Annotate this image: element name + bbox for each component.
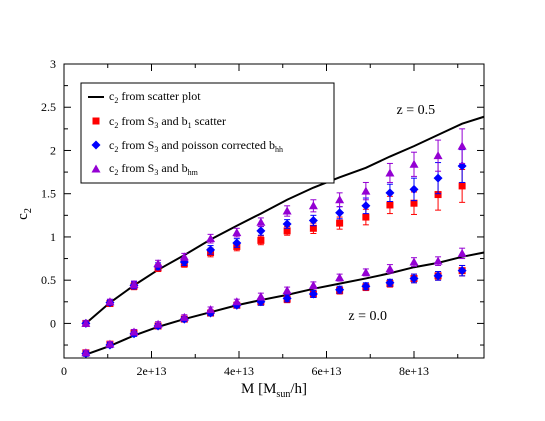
data-point-bias1 (434, 191, 442, 199)
data-point-bhm (385, 264, 395, 273)
y-tick-label: 2.5 (41, 100, 56, 114)
legend-key-diamond (91, 140, 101, 150)
x-tick-label: 4e+13 (224, 364, 254, 378)
data-point-bhm (457, 141, 467, 150)
plot-frame (63, 63, 485, 359)
data-point-bhm (433, 151, 443, 160)
data-point-poisson (385, 278, 395, 288)
legend-key-square (92, 117, 100, 125)
legend-entry-1: c2 from scatter plot (109, 89, 201, 105)
y-tick-label: 3 (50, 57, 56, 71)
data-point-poisson (361, 281, 371, 291)
data-point-bhm (361, 267, 371, 276)
data-point-poisson (409, 273, 419, 283)
data-point-bhm (256, 292, 266, 301)
y-tick-label: 1 (50, 230, 56, 244)
data-point-bhm (282, 206, 292, 215)
data-point-bhm (206, 234, 216, 243)
data-point-bhm (105, 297, 115, 306)
data-point-poisson (308, 216, 318, 226)
data-point-bhm (105, 339, 115, 348)
data-point-bhm (232, 297, 242, 306)
x-tick-label: 8e+13 (399, 364, 429, 378)
data-point-poisson (385, 188, 395, 198)
y-tick-label: 0.5 (41, 273, 56, 287)
data-point-bias1 (309, 224, 317, 232)
data-point-bias1 (336, 219, 344, 227)
data-point-bias1 (386, 201, 394, 209)
annotation-z-00: z = 0.0 (348, 309, 387, 324)
data-point-poisson (282, 219, 292, 229)
data-point-bhm (179, 312, 189, 321)
data-point-bhm (153, 259, 163, 268)
data-point-bias1 (410, 199, 418, 207)
data-point-poisson (433, 271, 443, 281)
data-point-poisson (361, 201, 371, 211)
data-point-poisson (256, 226, 266, 236)
data-point-bhm (335, 273, 345, 282)
legend-entry-3: c2 from S3 and poisson corrected bhh (109, 138, 283, 154)
x-tick-label: 6e+13 (311, 364, 341, 378)
data-point-poisson (433, 173, 443, 183)
data-point-poisson (335, 285, 345, 295)
data-point-bhm (282, 286, 292, 295)
data-point-bhm (206, 305, 216, 314)
data-point-bias1 (257, 236, 265, 244)
axes: 0 2e+13 4e+13 6e+13 8e+13 0 0.5 1 1.5 2 2.5 3 (41, 57, 484, 378)
data-point-bias1 (458, 182, 466, 190)
data-point-poisson (232, 238, 242, 248)
x-tick-label: 0 (61, 364, 67, 378)
y-tick-label: 2 (50, 143, 56, 157)
x-tick-label: 2e+13 (136, 364, 166, 378)
legend-entry-2: c2 from S3 and b1 scatter (109, 114, 226, 130)
data-point-poisson (457, 266, 467, 276)
y-tick-label: 1.5 (41, 187, 56, 201)
data-point-bhm (335, 195, 345, 204)
data-point-bhm (361, 186, 371, 195)
data-point-bhm (81, 348, 91, 357)
data-point-poisson (409, 184, 419, 194)
scatter-plot-curve (85, 115, 485, 325)
legend-box (80, 82, 335, 184)
data-point-bhm (457, 248, 467, 257)
y-tick-label: 0 (50, 316, 56, 330)
legend: c2 from scatter plot c2 from S3 and b1 s… (80, 82, 335, 184)
plot-marks (81, 115, 485, 359)
legend-key-triangle (91, 164, 101, 173)
data-point-bhm (232, 228, 242, 237)
data-point-bhm (385, 168, 395, 177)
data-point-bhm (179, 252, 189, 261)
data-point-bhm (308, 201, 318, 210)
data-point-poisson (335, 208, 345, 218)
legend-keys (88, 96, 104, 173)
x-axis-label: M [Msun/h] (241, 381, 307, 400)
data-point-bias1 (362, 213, 370, 221)
data-point-bhm (409, 159, 419, 168)
data-point-bhm (129, 327, 139, 336)
data-point-bhm (153, 319, 163, 328)
data-point-bhm (308, 280, 318, 289)
annotation-z-05: z = 0.5 (397, 103, 436, 118)
data-point-bhm (129, 280, 139, 288)
data-point-bhm (433, 256, 443, 265)
y-axis-label: c2 (15, 208, 34, 220)
legend-entry-4: c2 from S3 and bhm (109, 161, 199, 177)
data-point-poisson (282, 293, 292, 303)
data-point-poisson (206, 245, 216, 255)
data-point-poisson (308, 289, 318, 299)
data-point-bhm (256, 217, 266, 226)
data-point-bias1 (283, 227, 291, 235)
scatter-plot-curve (85, 251, 485, 356)
data-point-bhm (81, 318, 91, 327)
data-point-bhm (409, 257, 419, 266)
